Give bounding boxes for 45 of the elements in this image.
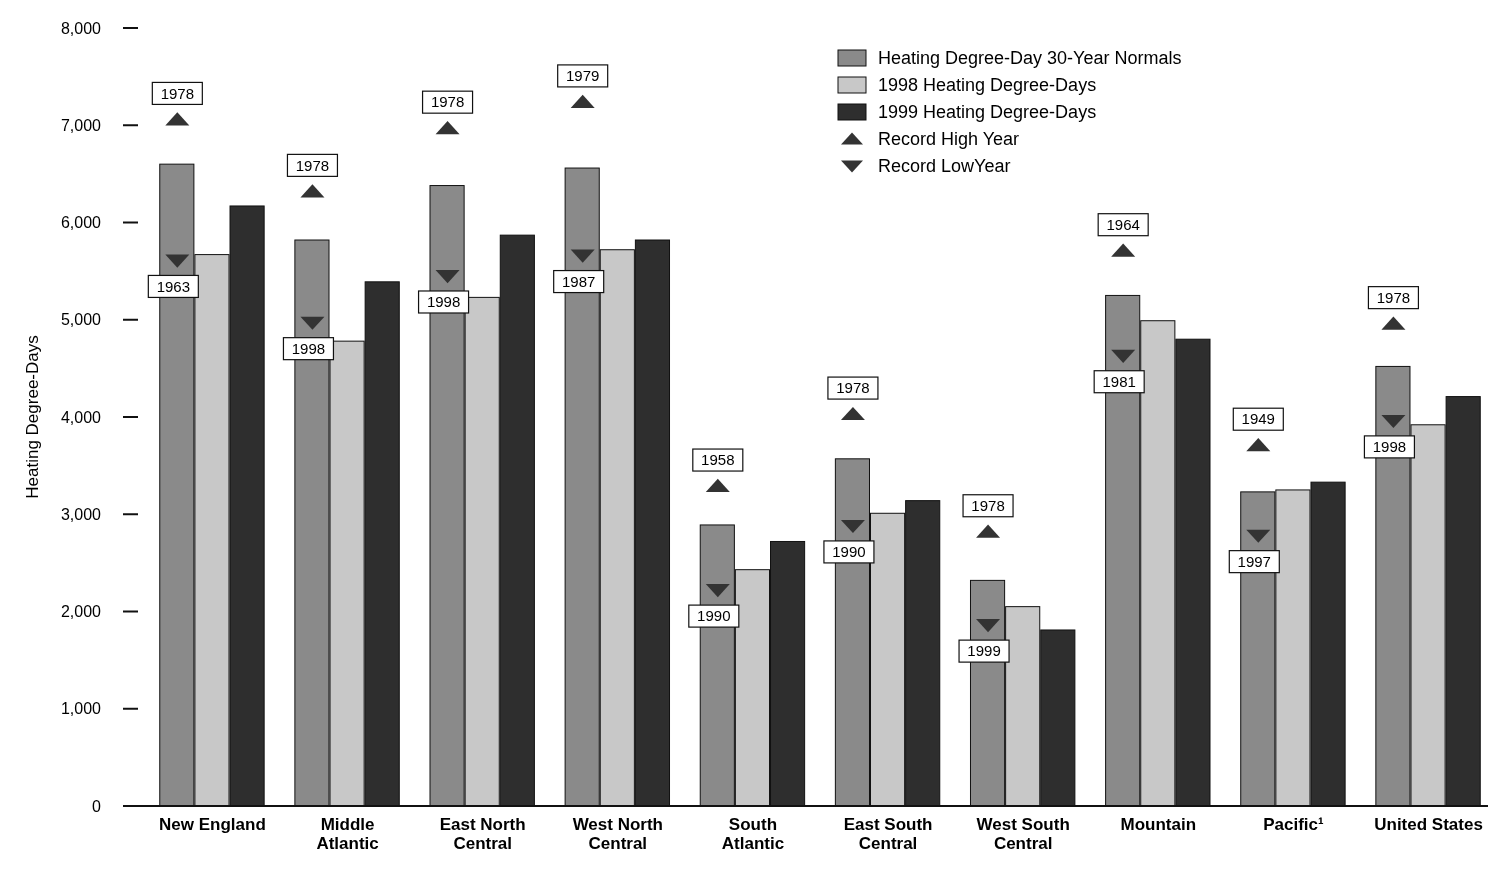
y-axis-title: Heating Degree-Days: [23, 335, 42, 499]
annotation: 1978: [430, 93, 465, 111]
x-tick-label: West North Central: [572, 815, 663, 853]
y-tick-label: 3,000: [60, 505, 102, 523]
y-tick-label: 1,000: [60, 700, 102, 718]
y-tick-label: 7,000: [60, 116, 102, 134]
annotation: 1998: [1372, 438, 1407, 456]
x-tick-label: New England: [159, 815, 266, 834]
x-tick-label: Pacific¹: [1263, 815, 1324, 834]
annotation: 1978: [295, 156, 330, 174]
annotation: 1997: [1237, 552, 1271, 570]
annotation: 1964: [1106, 215, 1140, 233]
annotation: 1981: [1102, 372, 1136, 390]
y-tick-label: 2,000: [60, 603, 102, 621]
legend-label: 1999 Heating Degree-Days: [878, 102, 1097, 123]
annotation: 1990: [832, 543, 866, 561]
legend-label: 1998 Heating Degree-Days: [878, 75, 1097, 96]
annotation: 1998: [426, 293, 461, 311]
x-tick-label: East North Central: [439, 815, 526, 853]
x-tick-label: Middle Atlantic: [316, 815, 379, 853]
annotation: 1979: [566, 67, 600, 85]
annotation: 1990: [697, 607, 731, 625]
annotation: 1978: [836, 379, 870, 397]
annotation: 1978: [1376, 288, 1411, 306]
y-tick-label: 4,000: [60, 408, 102, 426]
annotation: 1978: [160, 84, 195, 102]
legend-label: Heating Degree-Day 30-Year Normals: [878, 48, 1182, 69]
legend-label: Record High Year: [878, 129, 1020, 150]
annotation: 1949: [1241, 410, 1275, 428]
y-tick-label: 6,000: [60, 214, 102, 232]
annotation: 1963: [156, 277, 191, 295]
annotation: 1978: [971, 497, 1005, 515]
annotation: 1987: [562, 272, 596, 290]
legend-label: Record LowYear: [878, 156, 1011, 177]
y-tick-label: 5,000: [60, 311, 102, 329]
x-tick-label: Mountain: [1120, 815, 1197, 834]
annotation: 1958: [701, 451, 735, 469]
x-tick-label: West South Central: [976, 815, 1070, 853]
x-tick-label: United States: [1374, 815, 1483, 834]
annotation: 1999: [967, 642, 1001, 660]
x-tick-label: South Atlantic: [721, 815, 785, 853]
y-tick-label: 8,000: [60, 19, 102, 37]
x-tick-label: East South Central: [843, 815, 933, 853]
annotation: 1998: [291, 339, 326, 357]
y-tick-label: 0: [92, 797, 102, 815]
